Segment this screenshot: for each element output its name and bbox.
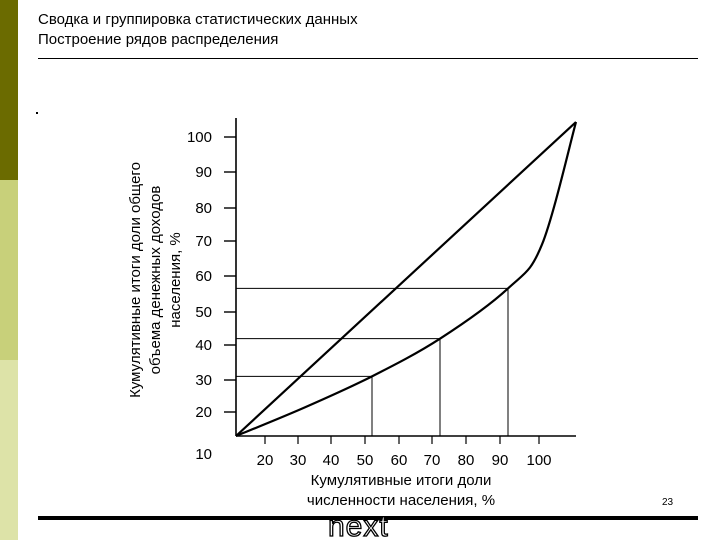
y-tick-label: 70 bbox=[195, 233, 212, 250]
x-tick-label: 60 bbox=[391, 452, 408, 469]
y-tick-label: 30 bbox=[195, 372, 212, 389]
y-axis-title: Кумулятивные итоги доли общего объема ден… bbox=[127, 162, 184, 398]
title-divider bbox=[38, 58, 698, 59]
slide-title-line1: Сводка и группировка статистических данн… bbox=[38, 11, 358, 28]
sidebar-segment-dark bbox=[0, 0, 18, 180]
footer-divider bbox=[38, 516, 698, 520]
y-tick-label: 100 bbox=[187, 129, 212, 146]
x-tick-label: 70 bbox=[424, 452, 441, 469]
y-tick-label: 50 bbox=[195, 304, 212, 321]
y-axis-title-line: населения, % bbox=[167, 232, 184, 328]
x-tick-label: 30 bbox=[290, 452, 307, 469]
x-tick-label: 50 bbox=[357, 452, 374, 469]
equality-line bbox=[235, 121, 577, 437]
x-tick-label: 20 bbox=[257, 452, 274, 469]
y-tick-label: 60 bbox=[195, 268, 212, 285]
sidebar-segment-light bbox=[0, 360, 18, 540]
x-tick-label: 90 bbox=[492, 452, 509, 469]
sidebar-decoration bbox=[0, 0, 18, 540]
y-tick-label: 90 bbox=[195, 164, 212, 181]
next-button[interactable]: next bbox=[327, 510, 389, 543]
lorenz-curve bbox=[235, 121, 578, 438]
x-tick-label: 80 bbox=[458, 452, 475, 469]
x-axis-title: численности населения, % bbox=[307, 492, 495, 509]
stray-dot bbox=[36, 112, 38, 114]
y-axis-title-line: объема денежных доходов bbox=[147, 186, 164, 375]
y-tick-label: 80 bbox=[195, 200, 212, 217]
slide-title-line2: Построение рядов распределения bbox=[38, 31, 279, 48]
x-tick-label: 40 bbox=[323, 452, 340, 469]
y-tick-label: 20 bbox=[195, 404, 212, 421]
x-tick-label: 100 bbox=[526, 452, 551, 469]
x-axis-title: Кумулятивные итоги доли bbox=[311, 472, 492, 489]
sidebar-segment-mid bbox=[0, 180, 18, 360]
y-tick-label: 40 bbox=[195, 337, 212, 354]
y-axis-title-line: Кумулятивные итоги доли общего bbox=[127, 162, 144, 398]
page-number: 23 bbox=[662, 497, 674, 508]
y-tick-label: 10 bbox=[195, 446, 212, 463]
